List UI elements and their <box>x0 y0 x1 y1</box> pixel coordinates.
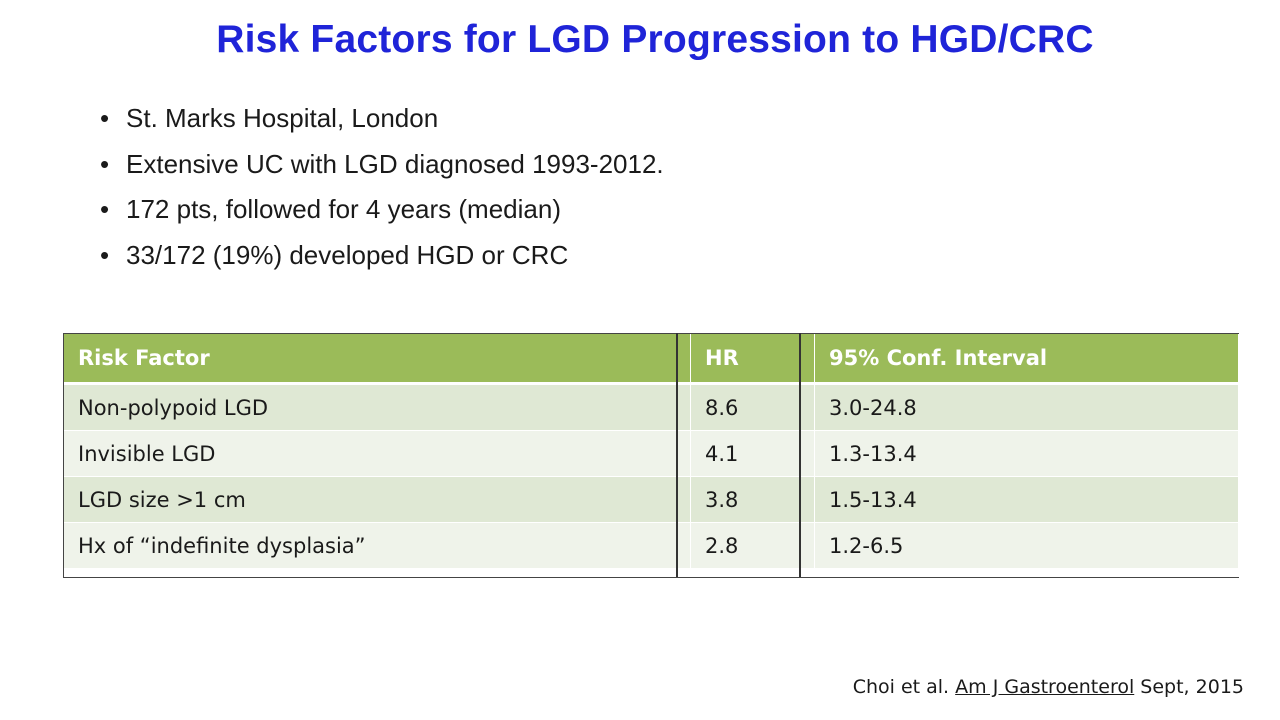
bullet-dot-icon: • <box>100 103 110 133</box>
bullet-list: • St. Marks Hospital, London • Extensive U… <box>100 96 664 278</box>
cell-hr: 8.6 <box>690 383 815 431</box>
header-hr: HR <box>690 333 815 385</box>
bullet-text: St. Marks Hospital, London <box>126 103 439 133</box>
cell-hr: 4.1 <box>690 430 815 477</box>
header-risk-factor: Risk Factor <box>63 333 691 385</box>
bullet-dot-icon: • <box>100 194 110 224</box>
table-border-top <box>63 333 1239 334</box>
cell-risk-factor: LGD size >1 cm <box>63 476 691 523</box>
bullet-text: Extensive UC with LGD diagnosed 1993-201… <box>126 148 664 179</box>
bullet-dot-icon: • <box>100 148 110 179</box>
cell-risk-factor: Hx of “indefinite dysplasia” <box>63 522 691 569</box>
header-conf-interval: 95% Conf. Interval <box>814 333 1239 385</box>
citation-journal-link[interactable]: Am J Gastroenterol <box>955 676 1135 698</box>
table-header-row: Risk Factor HR 95% Conf. Interval <box>63 333 1239 385</box>
bullet-text: 33/172 (19%) developed HGD or CRC <box>126 239 569 270</box>
table-border-left <box>63 333 64 577</box>
bullet-text: 172 pts, followed for 4 years (median) <box>126 194 561 224</box>
bullet-item: • Extensive UC with LGD diagnosed 1993-20… <box>100 142 664 188</box>
cell-conf-interval: 3.0-24.8 <box>814 383 1239 431</box>
bullet-item: • 172 pts, followed for 4 years (median) <box>100 187 664 233</box>
table-row: Invisible LGD 4.1 1.3-13.4 <box>63 430 1239 477</box>
table-row: LGD size >1 cm 3.8 1.5-13.4 <box>63 476 1239 523</box>
citation-date: Sept, 2015 <box>1140 676 1244 698</box>
cell-risk-factor: Non-polypoid LGD <box>63 383 691 431</box>
table-column-divider <box>799 333 801 577</box>
table-row: Non-polypoid LGD 8.6 3.0-24.8 <box>63 383 1239 431</box>
bullet-item: • 33/172 (19%) developed HGD or CRC <box>100 233 664 279</box>
citation-authors: Choi et al. <box>852 676 950 698</box>
risk-factor-table: Risk Factor HR 95% Conf. Interval Non-po… <box>63 333 1239 569</box>
table-border-bottom <box>63 577 1239 578</box>
slide-title: Risk Factors for LGD Progression to HGD/… <box>216 18 1094 61</box>
cell-hr: 2.8 <box>690 522 815 569</box>
cell-hr: 3.8 <box>690 476 815 523</box>
cell-risk-factor: Invisible LGD <box>63 430 691 477</box>
bullet-dot-icon: • <box>100 239 110 270</box>
table-row: Hx of “indefinite dysplasia” 2.8 1.2-6.5 <box>63 522 1239 569</box>
bullet-item: • St. Marks Hospital, London <box>100 96 664 142</box>
cell-conf-interval: 1.3-13.4 <box>814 430 1239 477</box>
cell-conf-interval: 1.2-6.5 <box>814 522 1239 569</box>
cell-conf-interval: 1.5-13.4 <box>814 476 1239 523</box>
table-column-divider <box>676 333 678 577</box>
citation: Choi et al. Am J Gastroenterol Sept, 201… <box>853 676 1244 698</box>
